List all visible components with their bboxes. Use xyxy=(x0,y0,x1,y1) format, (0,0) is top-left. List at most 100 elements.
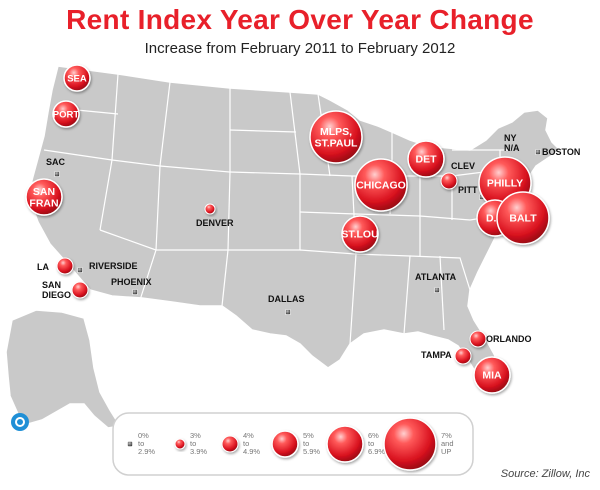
city-balt: BALT xyxy=(496,191,550,245)
state-borders xyxy=(43,73,521,345)
legend-marker-4 xyxy=(326,425,364,463)
legend-label: 3.9% xyxy=(190,447,207,456)
legend-item-3: 5%to5.9% xyxy=(271,430,320,458)
city-label-clev: CLEV xyxy=(451,161,475,171)
city-marker-balt xyxy=(496,191,550,245)
alaska-landmass xyxy=(5,309,122,429)
city-marker-mlps xyxy=(309,110,363,164)
city-label-philly: PHILLY xyxy=(487,178,523,190)
city-label-balt: BALT xyxy=(509,213,537,225)
source-credit: Source: Zillow, Inc xyxy=(500,468,590,480)
city-label-phoenix: PHOENIX xyxy=(111,277,152,287)
city-label-ny: N/A xyxy=(504,143,520,153)
legend-label: UP xyxy=(441,447,451,456)
city-ny: NYN/A xyxy=(504,133,520,153)
legend-label: 5% xyxy=(303,431,314,440)
city-marker-riverside xyxy=(77,267,83,273)
city-port: PORT xyxy=(52,100,80,128)
legend-label: 6.9% xyxy=(368,447,385,456)
page-title: Rent Index Year Over Year Change xyxy=(66,4,534,35)
city-label-mlps: ST.PAUL xyxy=(315,137,359,149)
legend-label: to xyxy=(303,439,309,448)
legend-label: 4.9% xyxy=(243,447,260,456)
city-marker-san-fran xyxy=(25,178,63,216)
legend-item-2: 4%to4.9% xyxy=(221,431,260,456)
city-marker-sac xyxy=(54,171,60,177)
city-label-orlando: ORLANDO xyxy=(486,334,532,344)
city-label-dallas: DALLAS xyxy=(268,294,305,304)
legend-label: 7% xyxy=(441,431,452,440)
city-label-port: PORT xyxy=(53,109,80,120)
city-label-sac: SAC xyxy=(46,157,66,167)
city-label-atlanta: ATLANTA xyxy=(415,272,457,282)
city-marker-tampa xyxy=(454,347,472,365)
city-marker-clev xyxy=(440,172,458,190)
city-marker-la xyxy=(56,257,74,275)
city-tampa: TAMPA xyxy=(421,347,472,365)
city-sea: SEA xyxy=(63,64,91,92)
legend-marker-0 xyxy=(127,441,133,447)
legend-label: to xyxy=(243,439,249,448)
city-label-sea: SEA xyxy=(67,73,87,84)
city-marker-port xyxy=(52,100,80,128)
city-clev: CLEV xyxy=(440,161,475,190)
city-marker-stlou xyxy=(341,215,379,253)
city-marker-san-diego xyxy=(71,281,89,299)
legend-label: 2.9% xyxy=(138,447,155,456)
city-marker-atlanta xyxy=(434,287,440,293)
city-label-tampa: TAMPA xyxy=(421,350,452,360)
city-marker-dallas xyxy=(285,309,291,315)
city-marker-mia xyxy=(473,356,511,394)
city-label-pitt: PITT xyxy=(458,185,478,195)
legend: 0%to2.9%3%to3.9%4%to4.9%5%to5.9%6%to6.9%… xyxy=(127,417,454,471)
city-riverside: RIVERSIDE xyxy=(77,261,138,273)
city-label-boston: BOSTON xyxy=(542,147,580,157)
city-marker-sea xyxy=(63,64,91,92)
city-marker-boston xyxy=(535,149,541,155)
city-label-la: LA xyxy=(37,262,49,272)
city-label-chicago: CHICAGO xyxy=(356,180,406,192)
legend-label: 5.9% xyxy=(303,447,320,456)
legend-item-1: 3%to3.9% xyxy=(174,431,207,456)
city-marker-det xyxy=(407,140,445,178)
city-label-san-diego: SAN xyxy=(42,280,61,290)
city-marker-orlando xyxy=(469,330,487,348)
city-phoenix: PHOENIX xyxy=(111,277,152,295)
city-label-san-fran: FRAN xyxy=(29,197,58,209)
legend-item-0: 0%to2.9% xyxy=(127,431,155,456)
city-label-mlps: MLPS, xyxy=(320,126,352,138)
city-label-san-diego: DIEGO xyxy=(42,290,71,300)
legend-label: 6% xyxy=(368,431,379,440)
legend-label: 3% xyxy=(190,431,201,440)
city-mlps: MLPS,ST.PAUL xyxy=(309,110,363,164)
city-label-denver: DENVER xyxy=(196,218,234,228)
legend-label: to xyxy=(138,439,144,448)
legend-marker-3 xyxy=(271,430,299,458)
legend-label: 4% xyxy=(243,431,254,440)
city-marker-chicago xyxy=(354,158,408,212)
page-subtitle: Increase from February 2011 to February … xyxy=(144,40,456,57)
city-mia: MIA xyxy=(473,356,511,394)
city-chicago: CHICAGO xyxy=(354,158,408,212)
city-label-det: DET xyxy=(416,154,438,166)
city-boston: BOSTON xyxy=(535,147,580,157)
legend-marker-1 xyxy=(174,438,186,450)
legend-marker-5 xyxy=(383,417,437,471)
city-denver: DENVER xyxy=(196,203,234,228)
city-sac: SAC xyxy=(46,157,66,177)
city-la: LA xyxy=(37,257,74,275)
legend-label: and xyxy=(441,439,454,448)
zillow-logo-icon xyxy=(11,413,29,431)
city-label-riverside: RIVERSIDE xyxy=(89,261,138,271)
legend-label: to xyxy=(190,439,196,448)
city-label-mia: MIA xyxy=(482,370,502,382)
legend-item-4: 6%to6.9% xyxy=(326,425,385,463)
legend-marker-2 xyxy=(221,435,239,453)
city-orlando: ORLANDO xyxy=(469,330,532,348)
